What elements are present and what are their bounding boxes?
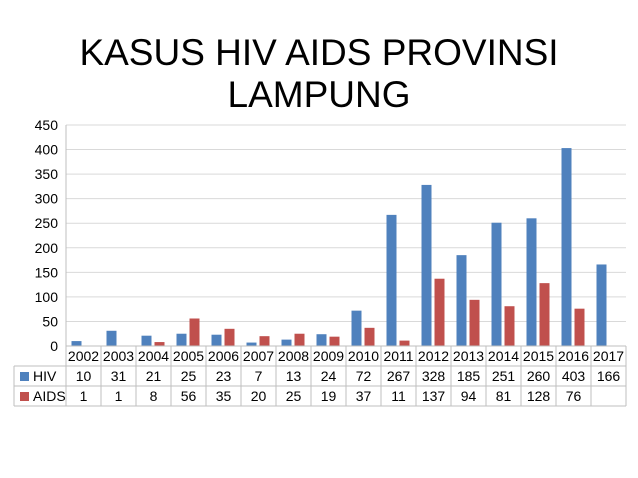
bar-hiv [281, 339, 292, 346]
bar-aids [224, 328, 235, 346]
data-label-hiv: 166 [597, 368, 621, 384]
bar-aids [154, 342, 165, 346]
y-tick-label: 350 [35, 166, 59, 182]
data-label-hiv: 10 [76, 368, 92, 384]
data-label-aids: 76 [566, 388, 582, 404]
data-label-aids: 81 [496, 388, 512, 404]
y-tick-label: 100 [35, 289, 59, 305]
data-label-hiv: 328 [422, 368, 446, 384]
bar-hiv [421, 184, 432, 346]
data-label-aids: 1 [115, 388, 123, 404]
data-label-aids: 94 [461, 388, 477, 404]
bar-aids [574, 308, 585, 346]
bar-aids [259, 336, 270, 346]
x-tick-label: 2006 [208, 348, 239, 364]
data-label-hiv: 23 [216, 368, 232, 384]
chart-title: KASUS HIV AIDS PROVINSI LAMPUNG [79, 32, 559, 115]
data-label-hiv: 24 [321, 368, 337, 384]
legend-key-hiv [20, 372, 29, 381]
bar-aids [399, 340, 410, 346]
x-tick-label: 2014 [488, 348, 519, 364]
data-label-aids: 37 [356, 388, 372, 404]
bar-hiv [246, 342, 257, 346]
bar-aids [434, 278, 445, 346]
y-tick-label: 400 [35, 142, 59, 158]
data-label-hiv: 72 [356, 368, 372, 384]
x-tick-label: 2011 [383, 348, 413, 364]
x-tick-label: 2010 [348, 348, 379, 364]
x-tick-label: 2002 [68, 348, 99, 364]
data-label-hiv: 403 [562, 368, 586, 384]
data-label-aids: 25 [286, 388, 302, 404]
bar-hiv [526, 218, 537, 346]
x-tick-label: 2013 [453, 348, 484, 364]
bar-hiv [71, 341, 82, 346]
bar-aids [364, 327, 375, 346]
data-label-hiv: 7 [255, 368, 263, 384]
data-label-hiv: 31 [111, 368, 127, 384]
bar-aids [294, 333, 305, 346]
data-label-hiv: 25 [181, 368, 197, 384]
x-tick-label: 2004 [138, 348, 169, 364]
data-label-aids: 8 [150, 388, 158, 404]
bar-hiv [106, 330, 117, 346]
legend-key-aids [20, 392, 29, 401]
y-tick-label: 250 [35, 215, 59, 231]
data-label-hiv: 185 [457, 368, 481, 384]
data-label-hiv: 251 [492, 368, 516, 384]
y-tick-label: 300 [35, 191, 59, 207]
x-tick-label: 2015 [523, 348, 554, 364]
bar-hiv [141, 335, 152, 346]
data-label-aids: 35 [216, 388, 232, 404]
y-tick-label: 200 [35, 240, 59, 256]
bar-hiv [351, 310, 362, 346]
data-label-hiv: 13 [286, 368, 302, 384]
data-label-aids: 56 [181, 388, 197, 404]
y-tick-label: 450 [35, 117, 59, 133]
y-tick-label: 0 [50, 338, 58, 354]
data-label-aids: 11 [391, 388, 406, 404]
x-tick-label: 2012 [418, 348, 449, 364]
data-label-aids: 19 [321, 388, 337, 404]
bar-hiv [316, 334, 327, 346]
y-tick-label: 50 [42, 313, 58, 329]
bar-hiv [211, 334, 222, 346]
bar-hiv [561, 148, 572, 346]
legend-label-hiv: HIV [33, 368, 57, 384]
data-label-hiv: 21 [146, 368, 162, 384]
bar-aids [329, 336, 340, 346]
x-tick-label: 2007 [243, 348, 274, 364]
x-tick-label: 2009 [313, 348, 344, 364]
bar-hiv [491, 222, 502, 346]
data-label-aids: 128 [527, 388, 551, 404]
x-tick-label: 2008 [278, 348, 309, 364]
x-tick-label: 2005 [173, 348, 204, 364]
data-label-aids: 137 [422, 388, 446, 404]
bar-hiv [456, 255, 467, 346]
y-tick-label: 150 [35, 264, 59, 280]
legend-label-aids: AIDS [33, 388, 66, 404]
bar-aids [539, 283, 550, 346]
x-tick-label: 2017 [593, 348, 624, 364]
x-tick-label: 2016 [558, 348, 589, 364]
data-label-hiv: 260 [527, 368, 551, 384]
bar-hiv [596, 264, 607, 346]
data-label-aids: 1 [80, 388, 88, 404]
data-label-hiv: 267 [387, 368, 411, 384]
data-label-aids: 20 [251, 388, 267, 404]
x-tick-label: 2003 [103, 348, 134, 364]
bar-aids [469, 299, 480, 346]
bar-hiv [386, 214, 397, 346]
bar-aids [504, 306, 515, 346]
bar-aids [189, 318, 200, 346]
bar-hiv [176, 333, 187, 346]
